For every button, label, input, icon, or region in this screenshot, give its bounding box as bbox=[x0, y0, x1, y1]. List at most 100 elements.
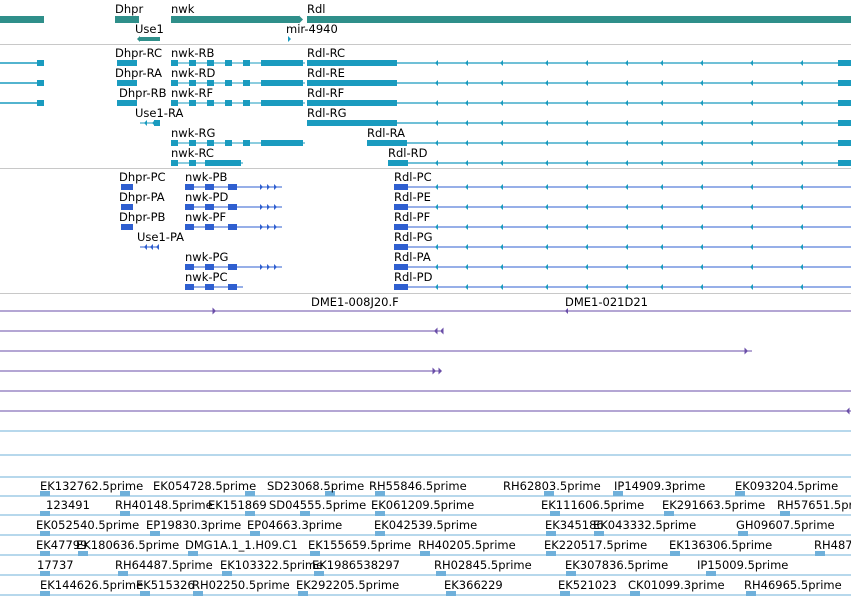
strand-arrow[interactable] bbox=[435, 264, 438, 270]
est-glyph[interactable] bbox=[40, 571, 50, 576]
strand-arrow[interactable] bbox=[750, 140, 753, 146]
protein-label[interactable]: Dhpr-PB bbox=[119, 210, 166, 224]
clone-label[interactable]: DME1-008J20.F bbox=[311, 295, 399, 309]
est-glyph[interactable] bbox=[40, 551, 50, 556]
strand-arrow[interactable] bbox=[660, 160, 663, 166]
est-glyph[interactable] bbox=[250, 531, 260, 536]
est-glyph[interactable] bbox=[245, 511, 255, 516]
strand-arrow[interactable] bbox=[117, 60, 120, 66]
est-label[interactable]: EK292205.5prime bbox=[296, 578, 400, 592]
strand-arrow[interactable] bbox=[625, 184, 628, 190]
est-label[interactable]: EK345186 bbox=[545, 518, 604, 532]
strand-arrow[interactable] bbox=[625, 60, 628, 66]
exon-block[interactable] bbox=[37, 100, 44, 106]
transcript-label[interactable]: Dhpr-RC bbox=[115, 46, 163, 60]
est-label[interactable]: RH02250.5prime bbox=[192, 578, 290, 592]
strand-arrow[interactable] bbox=[750, 160, 753, 166]
est-glyph[interactable] bbox=[436, 571, 446, 576]
strand-arrow[interactable] bbox=[465, 204, 468, 210]
transcript-label[interactable]: Rdl-RC bbox=[307, 46, 346, 60]
est-glyph[interactable] bbox=[738, 531, 748, 536]
est-label[interactable]: RH40205.5prime bbox=[418, 538, 516, 552]
strand-arrow[interactable] bbox=[465, 60, 468, 66]
strand-arrow[interactable] bbox=[500, 60, 503, 66]
strand-arrow[interactable] bbox=[700, 204, 703, 210]
exon-block[interactable] bbox=[838, 60, 851, 66]
clone-arrow[interactable] bbox=[212, 307, 217, 315]
est-glyph[interactable] bbox=[780, 511, 790, 516]
strand-arrow[interactable] bbox=[750, 100, 753, 106]
cds-block[interactable] bbox=[267, 184, 270, 190]
cds-block[interactable] bbox=[260, 204, 263, 210]
est-label[interactable]: EK093204.5prime bbox=[735, 479, 839, 493]
strand-arrow[interactable] bbox=[700, 100, 703, 106]
strand-arrow[interactable] bbox=[800, 244, 803, 250]
strand-arrow[interactable] bbox=[660, 140, 663, 146]
est-glyph[interactable] bbox=[188, 551, 198, 556]
protein-label[interactable]: Rdl-PF bbox=[394, 210, 431, 224]
est-label[interactable]: RH62803.5prime bbox=[503, 479, 601, 493]
strand-arrow[interactable] bbox=[465, 80, 468, 86]
strand-arrow[interactable] bbox=[750, 264, 753, 270]
strand-arrow[interactable] bbox=[750, 80, 753, 86]
exon-block[interactable] bbox=[261, 140, 268, 146]
gene-label[interactable]: nwk bbox=[171, 2, 195, 16]
strand-arrow[interactable] bbox=[585, 100, 588, 106]
strand-arrow[interactable] bbox=[700, 160, 703, 166]
est-label[interactable]: RH57651.5prime bbox=[777, 498, 851, 512]
strand-arrow[interactable] bbox=[585, 284, 588, 290]
est-glyph[interactable] bbox=[298, 591, 308, 596]
strand-arrow[interactable] bbox=[500, 160, 503, 166]
strand-arrow[interactable] bbox=[545, 224, 548, 230]
est-label[interactable]: EK144626.5prime bbox=[40, 578, 144, 592]
strand-arrow[interactable] bbox=[625, 284, 628, 290]
est-glyph[interactable] bbox=[613, 491, 623, 496]
strand-arrow[interactable] bbox=[700, 80, 703, 86]
exon-block[interactable] bbox=[189, 140, 196, 146]
strand-arrow[interactable] bbox=[545, 184, 548, 190]
strand-arrow[interactable] bbox=[800, 264, 803, 270]
est-glyph[interactable] bbox=[375, 491, 385, 496]
cds-block[interactable] bbox=[267, 204, 270, 210]
transcript-label[interactable]: Rdl-RG bbox=[307, 106, 347, 120]
exon-block[interactable] bbox=[171, 160, 178, 166]
est-label[interactable]: 123491 bbox=[46, 498, 90, 512]
est-glyph[interactable] bbox=[706, 571, 716, 576]
strand-arrow[interactable] bbox=[500, 140, 503, 146]
protein-label[interactable]: Rdl-PE bbox=[394, 190, 431, 204]
exon-block[interactable] bbox=[171, 140, 178, 146]
cds-block[interactable] bbox=[274, 264, 277, 270]
cds-block[interactable] bbox=[267, 264, 270, 270]
cds-block[interactable] bbox=[394, 284, 408, 290]
exon-block[interactable] bbox=[207, 100, 214, 106]
protein-label[interactable]: Dhpr-PC bbox=[119, 170, 166, 184]
est-label[interactable]: EK103322.5prime bbox=[220, 558, 324, 572]
protein-label[interactable]: Rdl-PD bbox=[394, 270, 433, 284]
strand-arrow[interactable] bbox=[144, 120, 147, 126]
gene-glyph[interactable] bbox=[307, 16, 851, 23]
est-label[interactable]: EK291663.5prime bbox=[662, 498, 766, 512]
est-label[interactable]: RH55846.5prime bbox=[369, 479, 467, 493]
strand-arrow[interactable] bbox=[700, 224, 703, 230]
strand-arrow[interactable] bbox=[585, 244, 588, 250]
gene-glyph[interactable] bbox=[137, 36, 140, 42]
clone-arrow[interactable] bbox=[565, 308, 568, 314]
cds-block[interactable] bbox=[185, 284, 194, 290]
est-glyph[interactable] bbox=[546, 531, 556, 536]
est-glyph[interactable] bbox=[40, 511, 50, 516]
transcript-label[interactable]: nwk-RB bbox=[171, 46, 215, 60]
exon-block[interactable] bbox=[388, 160, 408, 166]
strand-arrow[interactable] bbox=[750, 204, 753, 210]
est-label[interactable]: EP19830.3prime bbox=[146, 518, 242, 532]
est-glyph[interactable] bbox=[550, 511, 560, 516]
cds-block[interactable] bbox=[228, 204, 237, 210]
strand-arrow[interactable] bbox=[545, 244, 548, 250]
exon-block[interactable] bbox=[307, 100, 397, 106]
est-glyph[interactable] bbox=[420, 551, 430, 556]
protein-label[interactable]: Dhpr-PA bbox=[119, 190, 165, 204]
exon-block[interactable] bbox=[117, 60, 137, 66]
est-glyph[interactable] bbox=[375, 511, 385, 516]
strand-arrow[interactable] bbox=[700, 284, 703, 290]
strand-arrow[interactable] bbox=[37, 100, 40, 106]
est-label[interactable]: EK366229 bbox=[444, 578, 503, 592]
